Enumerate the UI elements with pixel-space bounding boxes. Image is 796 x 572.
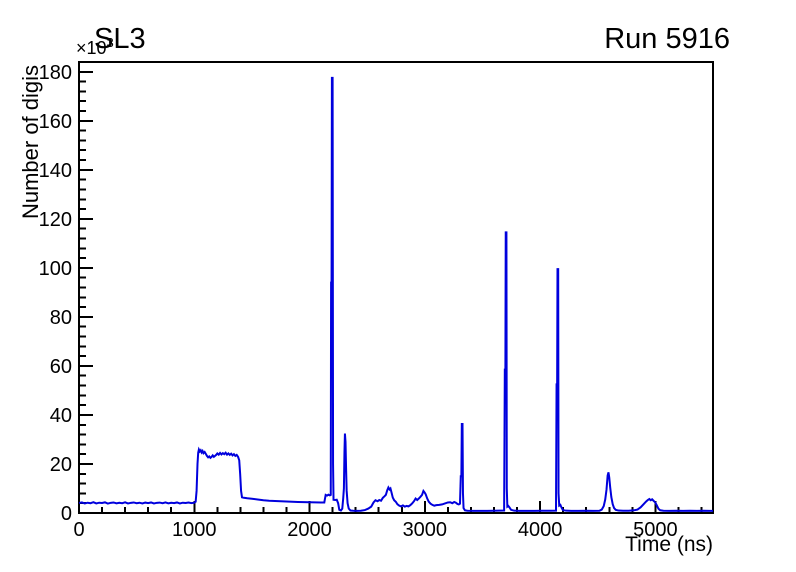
run-number-label: Run 5916 <box>604 23 730 55</box>
data-curve-digis <box>78 76 713 512</box>
x-tick-label: 2000 <box>287 519 332 541</box>
y-exponent-power: 3 <box>106 35 114 50</box>
axis-frame <box>78 61 714 514</box>
y-tick-label: 140 <box>39 160 72 182</box>
x-tick-label: 4000 <box>518 519 563 541</box>
y-tick-label: 80 <box>50 307 72 329</box>
x-tick-label: 3000 <box>403 519 448 541</box>
x-tick-label: 0 <box>73 519 84 541</box>
x-axis-title: Time (ns) <box>625 533 713 556</box>
y-axis-exponent: ×103 <box>76 36 114 57</box>
y-tick-label: 120 <box>39 209 72 231</box>
x-tick-label: 5000 <box>633 519 678 541</box>
x-tick-label: 1000 <box>172 519 217 541</box>
plot-title: SL3 <box>94 23 146 55</box>
y-exponent-base: ×10 <box>76 38 107 58</box>
y-axis-title: Number of digis <box>18 64 43 220</box>
y-tick-label: 100 <box>39 258 72 280</box>
y-tick-label: 60 <box>50 356 72 378</box>
y-tick-label: 20 <box>50 454 72 476</box>
y-tick-label: 0 <box>61 503 72 525</box>
y-tick-label: 160 <box>39 111 72 133</box>
y-tick-label: 180 <box>39 62 72 84</box>
y-tick-label: 40 <box>50 405 72 427</box>
